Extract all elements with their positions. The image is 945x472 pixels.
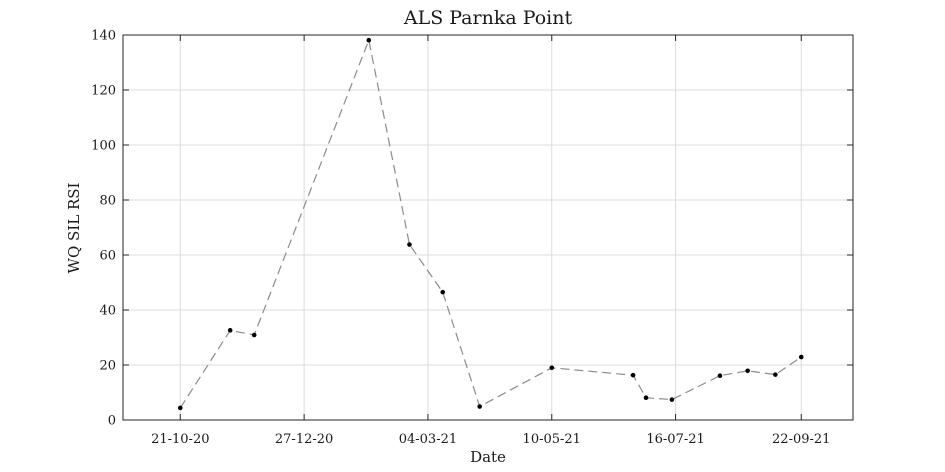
x-tick-label: 22-09-21 xyxy=(772,432,830,447)
series-layer xyxy=(177,37,804,411)
y-tick-label: 100 xyxy=(91,139,116,154)
x-tick-label: 10-05-21 xyxy=(523,432,581,447)
data-point xyxy=(773,372,778,377)
data-point xyxy=(251,332,257,338)
data-point xyxy=(669,397,675,402)
data-point xyxy=(177,405,183,411)
x-tick-label: 21-10-20 xyxy=(151,432,209,447)
y-tick-label: 80 xyxy=(99,194,116,209)
chart-title: ALS Parnka Point xyxy=(403,7,573,29)
x-tick-label: 04-03-21 xyxy=(399,432,457,447)
data-point xyxy=(745,368,750,374)
y-tick-label: 40 xyxy=(99,304,116,319)
data-point xyxy=(227,328,233,333)
y-tick-label: 120 xyxy=(91,84,116,99)
data-point xyxy=(630,372,636,378)
data-point xyxy=(643,395,649,401)
data-point xyxy=(477,404,482,409)
x-axis-label: Date xyxy=(470,448,506,466)
x-tick-label: 16-07-21 xyxy=(646,432,704,447)
axis-ticks: 0 20 40 60 80 100 120 140 21-10-20 27-12-20 04-03-… xyxy=(91,29,853,447)
x-tick-label: 27-12-20 xyxy=(275,432,333,447)
data-point xyxy=(798,354,804,360)
data-point xyxy=(440,289,446,295)
plot-frame xyxy=(122,34,854,421)
y-axis-label: WQ SIL RSI xyxy=(65,182,83,273)
data-point xyxy=(549,365,555,371)
data-point xyxy=(366,37,372,43)
grid-lines xyxy=(123,34,853,421)
series-line xyxy=(179,38,802,409)
y-tick-label: 0 xyxy=(108,414,116,429)
y-tick-label: 60 xyxy=(99,249,116,264)
y-tick-label: 140 xyxy=(91,29,116,44)
data-point xyxy=(717,373,723,379)
data-point xyxy=(407,242,412,247)
y-tick-label: 20 xyxy=(99,359,116,374)
